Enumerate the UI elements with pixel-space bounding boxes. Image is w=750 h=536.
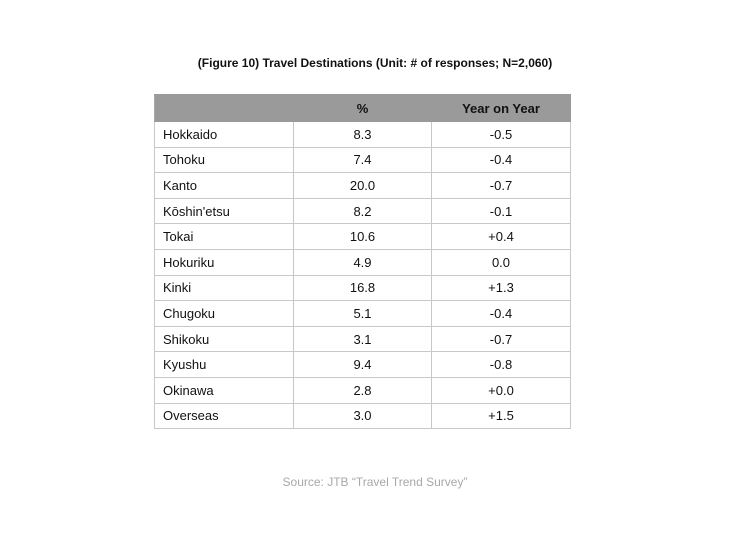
year-on-year-cell: +1.3 [431,274,571,302]
region-cell: Kōshin'etsu [154,197,294,225]
header-cell-year-on-year: Year on Year [431,94,571,122]
percent-cell: 7.4 [293,146,432,174]
table-row: Chugoku 5.1 -0.4 [154,300,571,327]
table-row: Tohoku 7.4 -0.4 [154,146,571,174]
region-cell: Chugoku [154,300,294,327]
table-row: Kanto 20.0 -0.7 [154,172,571,199]
travel-destinations-table: % Year on Year Hokkaido 8.3 -0.5 Tohoku 7.4-… [154,94,571,430]
year-on-year-cell: -0.5 [431,121,571,148]
table-row: Kōshin'etsu 8.2 -0.1 [154,197,571,225]
percent-cell: 8.3 [293,121,432,148]
percent-cell: 20.0 [293,172,432,199]
region-cell: Tokai [154,223,294,250]
year-on-year-cell: +1.5 [431,402,571,430]
region-cell: Kanto [154,172,294,199]
year-on-year-cell: 0.0 [431,248,571,276]
table-row: Hokkaido 8.3 -0.5 [154,121,571,148]
table-row: Hokuriku 4.9 0.0 [154,248,571,276]
year-on-year-cell: -0.1 [431,197,571,225]
percent-cell: 3.0 [293,402,432,430]
percent-cell: 8.2 [293,197,432,225]
source-note: Source: JTB “Travel Trend Survey” [282,475,468,489]
year-on-year-cell: -0.7 [431,172,571,199]
header-cell-percent: % [293,94,432,122]
table-row: Tokai 10.6 +0.4 [154,223,571,250]
year-on-year-cell: -0.8 [431,351,571,378]
table-row: Kinki 16.8 +1.3 [154,274,571,302]
region-cell: Overseas [154,402,294,430]
region-cell: Kinki [154,274,294,302]
region-cell: Kyushu [154,351,294,378]
table-row: Okinawa 2.8 +0.0 [154,376,571,404]
percent-cell: 2.8 [293,376,432,404]
year-on-year-cell: -0.7 [431,325,571,353]
percent-cell: 4.9 [293,248,432,276]
region-cell: Okinawa [154,376,294,404]
region-cell: Hokuriku [154,248,294,276]
percent-cell: 9.4 [293,351,432,378]
header-cell-region [154,94,294,122]
percent-cell: 10.6 [293,223,432,250]
year-on-year-cell: +0.4 [431,223,571,250]
table-header-row: % Year on Year [154,94,571,122]
region-cell: Tohoku [154,146,294,174]
year-on-year-cell: -0.4 [431,300,571,327]
percent-cell: 3.1 [293,325,432,353]
year-on-year-cell: +0.0 [431,376,571,404]
chart-title: (Figure 10) Travel Destinations (Unit: #… [197,56,553,70]
table-row: Shikoku 3.1 -0.7 [154,325,571,353]
table-row: Overseas 3.0 +1.5 [154,402,571,430]
region-cell: Hokkaido [154,121,294,148]
region-cell: Shikoku [154,325,294,353]
table-body: Hokkaido 8.3 -0.5 Tohoku 7.4 -0.4 Kanto 20.0 -0.… [154,121,571,430]
percent-cell: 5.1 [293,300,432,327]
table-row: Kyushu 9.4 -0.8 [154,351,571,378]
percent-cell: 16.8 [293,274,432,302]
year-on-year-cell: -0.4 [431,146,571,174]
